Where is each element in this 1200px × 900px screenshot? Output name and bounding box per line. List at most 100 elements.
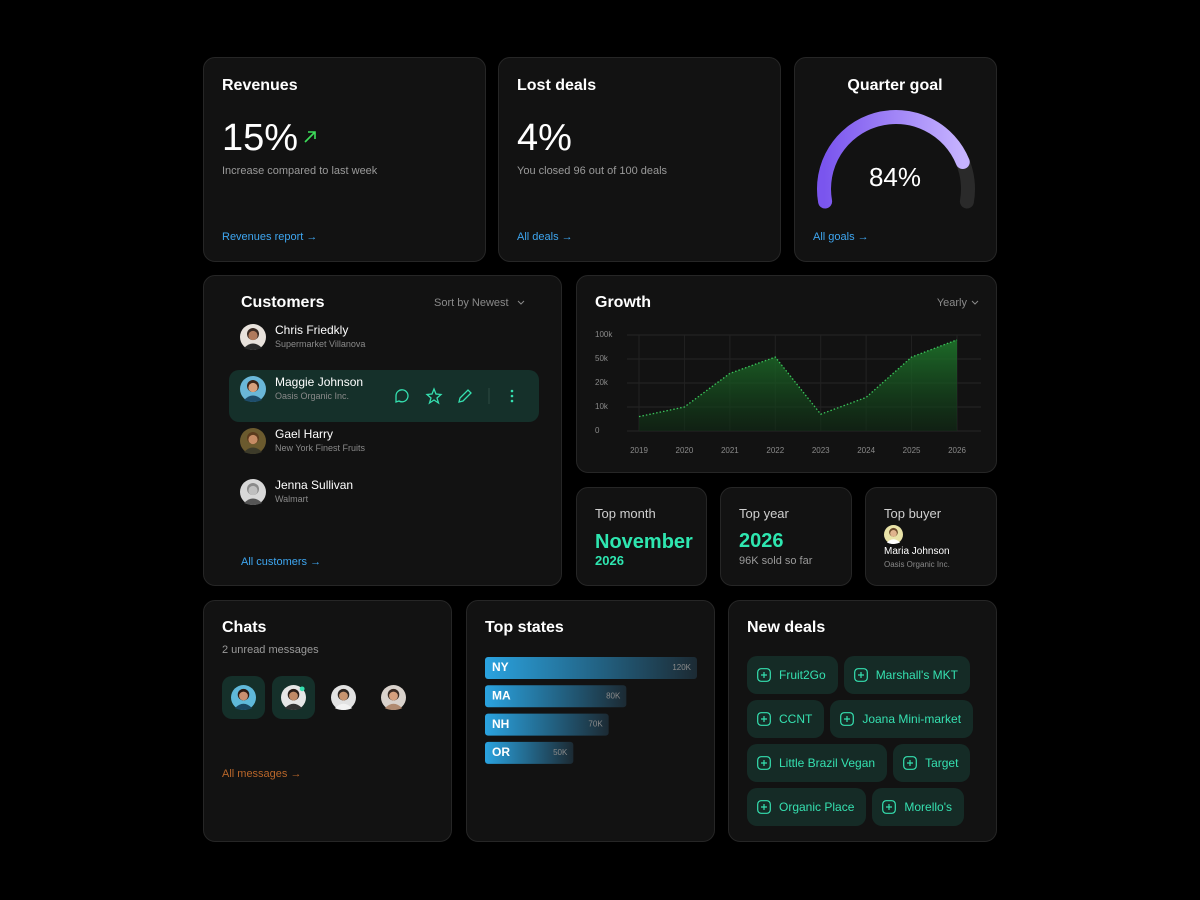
y-tick-label: 100k xyxy=(595,330,613,339)
deal-name[interactable]: Marshall's MKT xyxy=(875,668,958,682)
plus-icon xyxy=(840,712,855,726)
deal-name[interactable]: Fruit2Go xyxy=(779,668,826,682)
chevron-path xyxy=(517,300,525,305)
deal-tag[interactable]: Organic Place xyxy=(747,788,867,826)
deal-name[interactable]: Target xyxy=(925,756,959,770)
arrow xyxy=(304,131,316,143)
edit-icon[interactable] xyxy=(458,389,472,403)
deals-link[interactable]: All deals → xyxy=(517,231,573,243)
deal-name[interactable]: Morello's xyxy=(904,800,953,814)
card-title: Top states xyxy=(485,619,564,636)
up-arrow-icon xyxy=(304,131,316,143)
kpi-value: 4% xyxy=(517,117,572,159)
customers-link[interactable]: All customers → xyxy=(241,556,322,568)
customer-company: Walmart xyxy=(275,494,309,504)
card-title: Top year xyxy=(739,506,789,521)
plus-box xyxy=(757,712,771,726)
kpi-value: 15% xyxy=(222,117,299,159)
customer-name[interactable]: Chris Friedkly xyxy=(275,323,349,337)
plus-icon xyxy=(757,668,771,682)
sort-control[interactable]: Sort by Newest xyxy=(434,297,509,309)
messages-link[interactable]: All messages → xyxy=(222,768,302,780)
avatar xyxy=(231,685,256,710)
deal-name[interactable]: Little Brazil Vegan xyxy=(779,756,876,770)
bar xyxy=(485,685,627,708)
online-dot xyxy=(299,686,305,692)
caption: You closed 96 out of 100 deals xyxy=(517,165,668,177)
bar xyxy=(485,741,574,764)
avatar xyxy=(240,376,266,402)
deal-tag[interactable]: Target xyxy=(893,744,971,782)
avatar-shirt xyxy=(334,703,353,710)
revenues-card: Revenues 15% Increase compared to last w… xyxy=(203,57,486,262)
avatar xyxy=(281,685,306,710)
y-tick-label: 10k xyxy=(595,402,609,411)
bar xyxy=(485,657,697,679)
customer-company: Supermarket Villanova xyxy=(275,339,366,349)
card-title: Top month xyxy=(595,506,656,521)
deal-tag[interactable]: Fruit2Go xyxy=(747,656,838,694)
avatar xyxy=(381,685,406,710)
area xyxy=(639,339,957,431)
value-label: 50K xyxy=(553,748,568,757)
deal-tag[interactable]: Joana Mini-market xyxy=(830,700,974,738)
line xyxy=(638,339,958,418)
chat-icon[interactable] xyxy=(395,389,409,403)
growth-card: Growth Yearly 0 10k 20k 50k 100k 2019 2020 2021… xyxy=(576,275,997,473)
gauge-value: 84% xyxy=(869,162,921,192)
revenues-link[interactable]: Revenues report → xyxy=(222,231,318,243)
avatar-shirt xyxy=(244,395,262,402)
card-title: Top buyer xyxy=(884,506,942,521)
card-title: Lost deals xyxy=(517,77,597,94)
plus xyxy=(857,672,864,678)
star-icon[interactable] xyxy=(425,387,443,405)
plus xyxy=(886,804,893,810)
avatar-face xyxy=(248,330,258,341)
buyer-name: Maria Johnson xyxy=(884,546,950,557)
deal-name[interactable]: CCNT xyxy=(779,712,813,726)
x-tick-label: 2022 xyxy=(766,446,784,455)
card-title: Quarter goal xyxy=(847,77,942,94)
chevron xyxy=(971,300,979,305)
avatar-shirt xyxy=(244,447,262,454)
avatar-face xyxy=(389,691,398,701)
customer-company: New York Finest Fruits xyxy=(275,443,366,453)
goals-link[interactable]: All goals → xyxy=(813,231,869,243)
top-year-card: Top year 2026 96K sold so far xyxy=(720,487,852,586)
deal-tag[interactable]: CCNT xyxy=(747,700,825,738)
month-year: 2026 xyxy=(595,553,624,568)
deal-tag[interactable]: Marshall's MKT xyxy=(843,656,970,694)
plus xyxy=(761,804,767,810)
card-title: New deals xyxy=(747,619,826,636)
plus-box xyxy=(757,668,771,682)
deal-name[interactable]: Organic Place xyxy=(779,800,855,814)
avatar-shirt xyxy=(886,539,901,544)
period-control[interactable]: Yearly xyxy=(937,297,968,309)
dot[interactable] xyxy=(510,394,514,398)
chats-card: Chats 2 unread messages All messages → xyxy=(203,600,452,842)
avatar-face xyxy=(248,382,258,393)
x-tick-label: 2020 xyxy=(676,446,694,455)
avatar-face xyxy=(339,691,348,701)
dot[interactable] xyxy=(510,399,514,403)
states-chart: Top states NY 120K MA 80K NH 70K OR 50K xyxy=(485,619,697,764)
customer-name[interactable]: Jenna Sullivan xyxy=(275,478,354,492)
deal-tag[interactable]: Morello's xyxy=(872,788,965,826)
deal-tag[interactable]: Little Brazil Vegan xyxy=(747,744,888,782)
caption: Increase compared to last week xyxy=(222,165,378,177)
category-label: NH xyxy=(492,717,509,731)
avatar-shirt xyxy=(284,703,303,710)
row-actions xyxy=(395,387,514,405)
customer-name[interactable]: Maggie Johnson xyxy=(275,375,364,389)
customer-company: Oasis Organic Inc. xyxy=(275,391,350,401)
customer-name[interactable]: Gael Harry xyxy=(275,427,334,441)
avatar-shirt xyxy=(234,703,253,710)
deal-tags: Fruit2Go Marshall's MKT CCNT Joana Mini-mar… xyxy=(747,656,992,826)
chevron xyxy=(517,300,525,305)
dot[interactable] xyxy=(510,389,514,393)
plus xyxy=(761,760,767,766)
avatar-face xyxy=(239,691,248,701)
deal-name[interactable]: Joana Mini-market xyxy=(862,712,962,726)
year-value: 2026 xyxy=(739,530,784,552)
